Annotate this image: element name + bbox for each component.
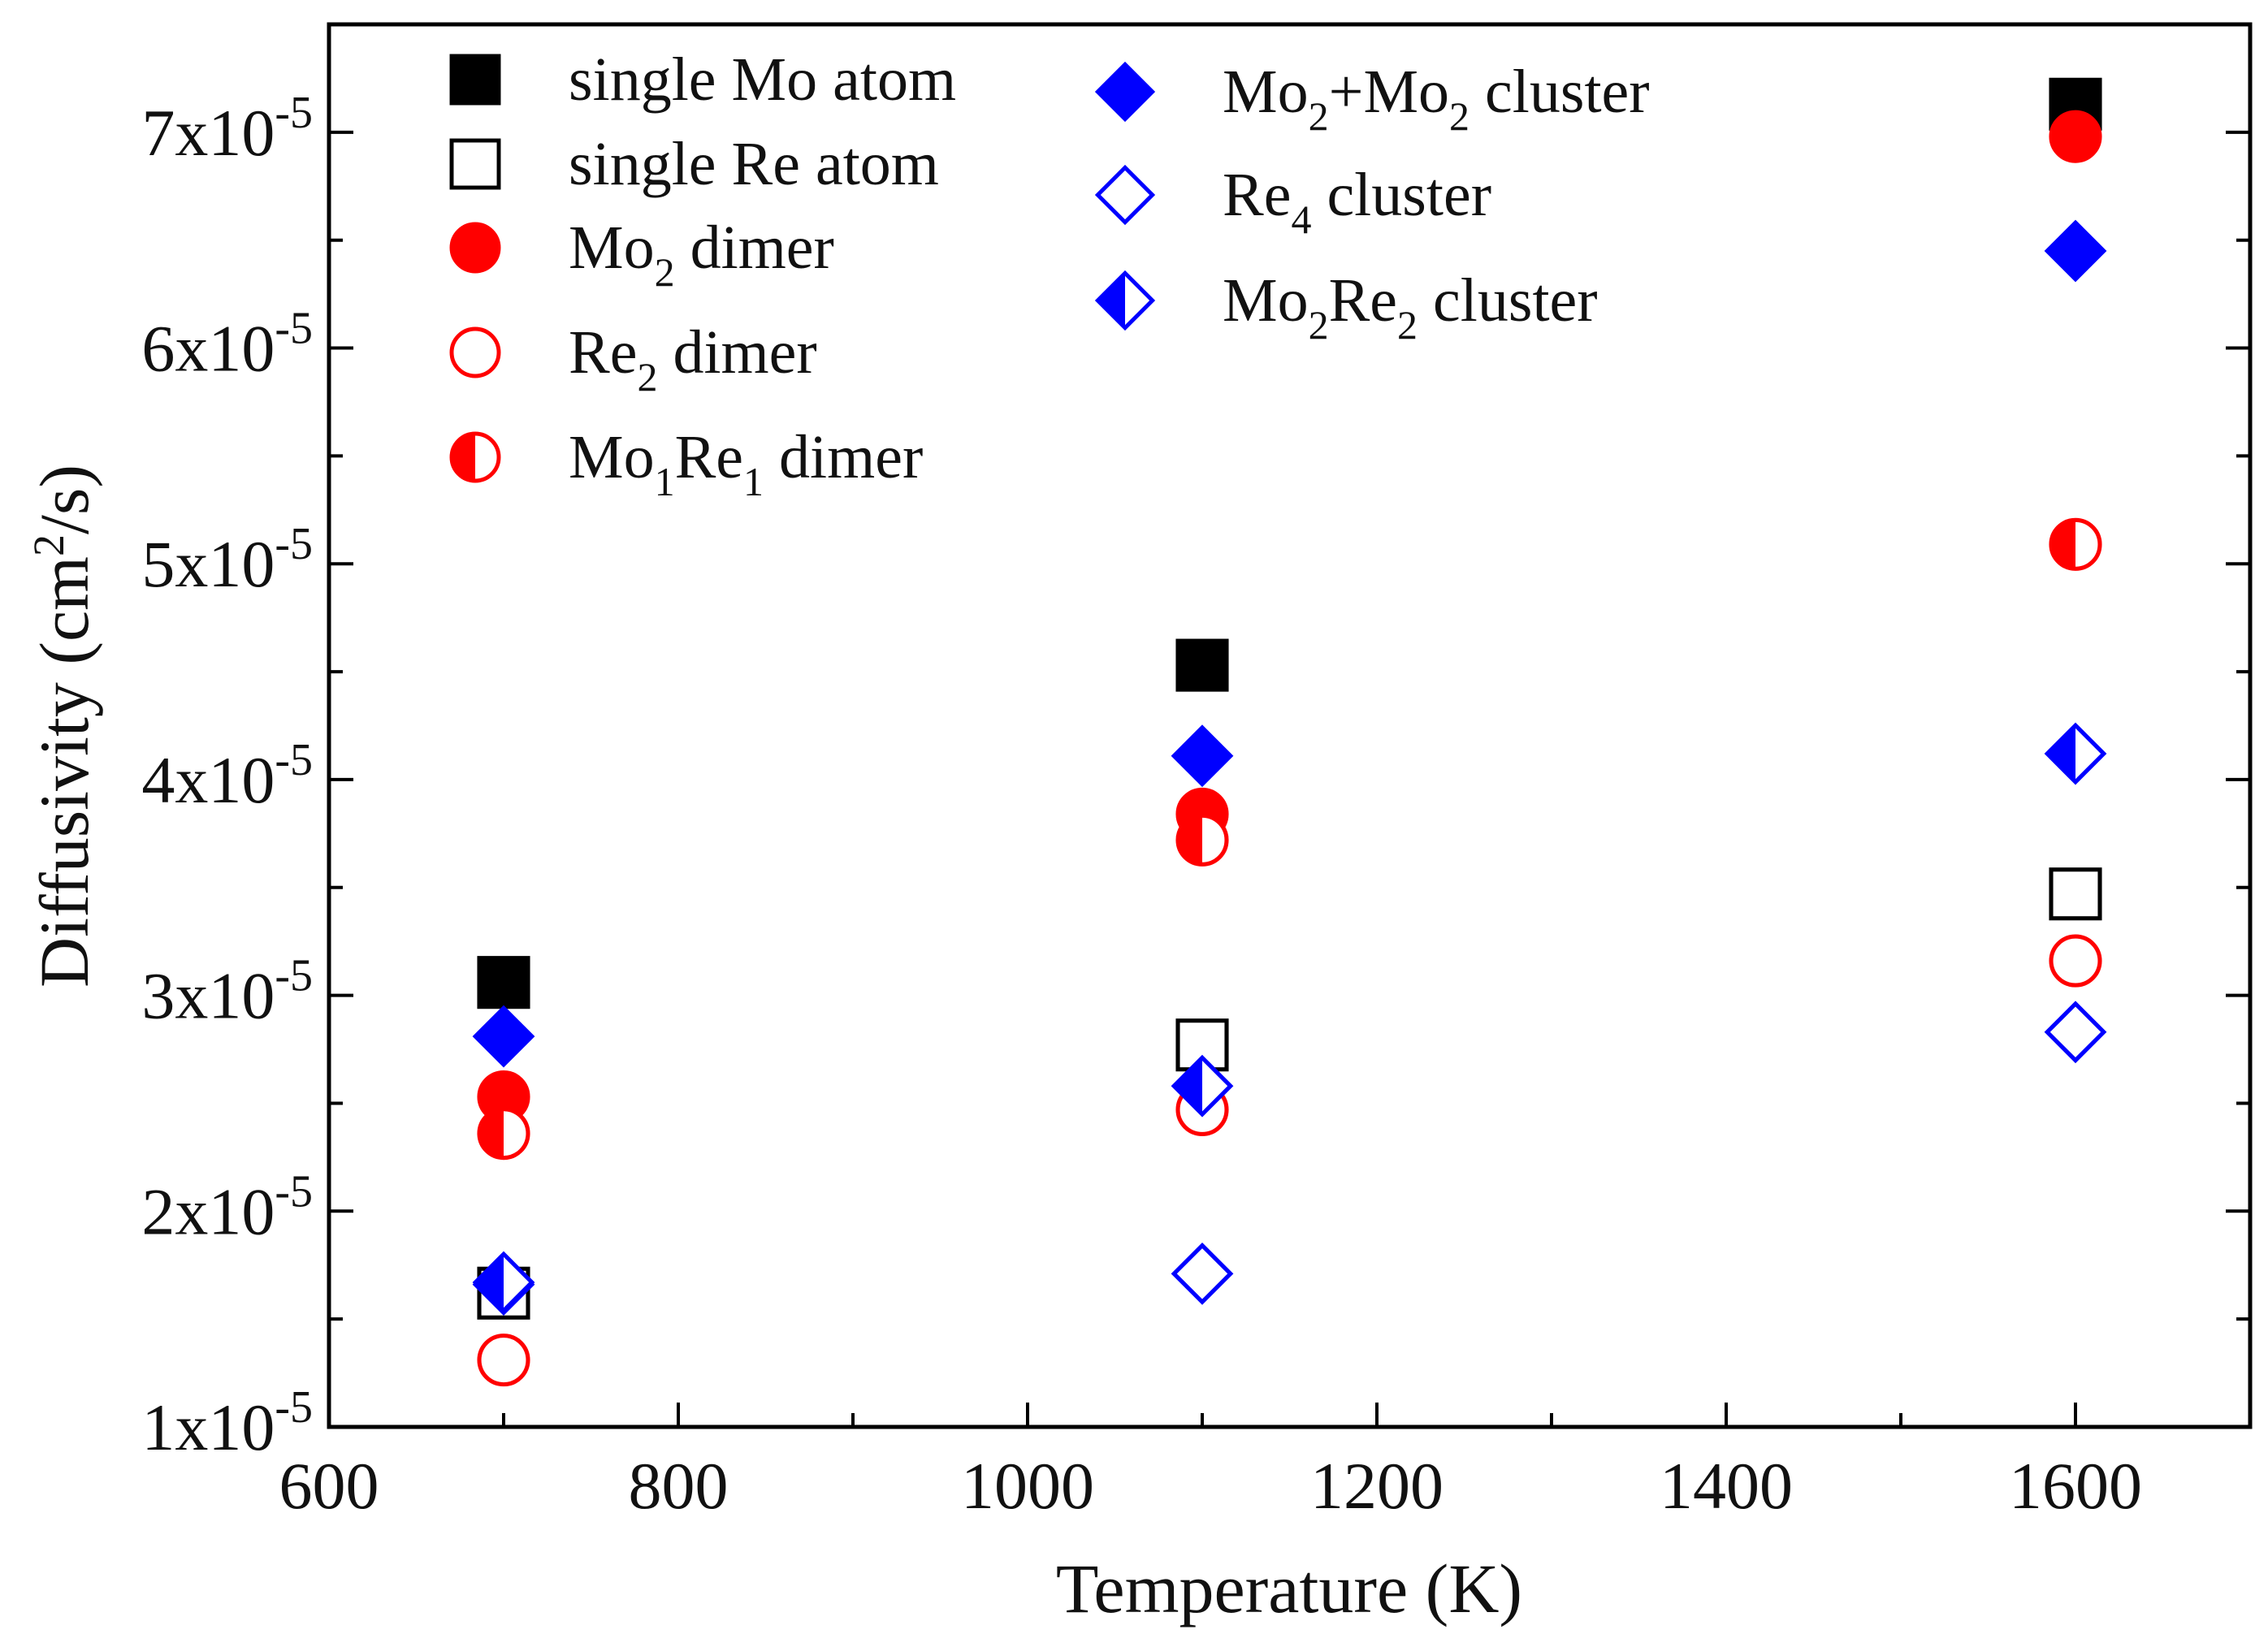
marker-diamond bbox=[1094, 61, 1156, 123]
marker-diamond bbox=[472, 1005, 535, 1068]
y-tick-label: 1x10-5 bbox=[141, 1382, 313, 1464]
marker-diamond bbox=[1171, 724, 1234, 788]
x-tick-label: 1400 bbox=[1660, 1449, 1793, 1523]
data-point bbox=[472, 1005, 535, 1068]
legend-label: Mo2 dimer bbox=[569, 214, 834, 295]
x-tick-label: 1600 bbox=[2009, 1449, 2142, 1523]
legend-label: Re2 dimer bbox=[569, 318, 817, 400]
data-point bbox=[1175, 813, 1229, 867]
legend-item: Mo1Re1 dimer bbox=[449, 423, 923, 504]
marker-half-fill bbox=[452, 434, 475, 481]
data-point bbox=[477, 1107, 530, 1161]
y-tick-label: 3x10-5 bbox=[141, 951, 313, 1033]
y-tick-label: 2x10-5 bbox=[141, 1166, 313, 1248]
legend-item: Re4 cluster bbox=[1094, 161, 1491, 242]
data-point bbox=[477, 956, 530, 1009]
legend-label: Mo2+Mo2 cluster bbox=[1223, 58, 1650, 139]
data-point bbox=[2044, 722, 2107, 785]
legend-item: single Re atom bbox=[449, 130, 939, 198]
x-tick-label: 800 bbox=[629, 1449, 729, 1523]
marker-half-fill bbox=[2051, 520, 2075, 569]
legend-label: single Re atom bbox=[569, 130, 939, 198]
data-point bbox=[1171, 724, 1234, 788]
x-tick-label: 600 bbox=[279, 1449, 379, 1523]
series-3 bbox=[477, 934, 2102, 1387]
data-point bbox=[2049, 517, 2102, 571]
legend-marker bbox=[449, 431, 501, 483]
marker-half-fill bbox=[475, 1254, 504, 1311]
y-tick-label: 6x10-5 bbox=[141, 304, 313, 386]
legend-marker bbox=[449, 222, 501, 274]
legend-label: Mo2Re2 cluster bbox=[1223, 266, 1598, 348]
marker-half-fill bbox=[1178, 815, 1202, 865]
marker-circle bbox=[449, 222, 501, 274]
legend-item: Re2 dimer bbox=[449, 318, 817, 400]
y-tick-label: 7x10-5 bbox=[141, 88, 313, 170]
legend-label: Mo1Re1 dimer bbox=[569, 423, 923, 504]
marker-square bbox=[449, 138, 501, 190]
data-point bbox=[1171, 1242, 1234, 1305]
marker-circle bbox=[2049, 110, 2102, 163]
legend-item: Mo2 dimer bbox=[449, 214, 834, 295]
marker-circle bbox=[477, 1334, 530, 1387]
series-7 bbox=[472, 722, 2107, 1314]
data-point bbox=[472, 1251, 535, 1314]
series-6 bbox=[472, 1001, 2107, 1316]
marker-diamond bbox=[1171, 1242, 1234, 1305]
x-tick-label: 1000 bbox=[961, 1449, 1094, 1523]
legend-item: single Mo atom bbox=[449, 45, 956, 114]
legend-label: Re4 cluster bbox=[1223, 161, 1491, 242]
data-points bbox=[472, 77, 2107, 1387]
legend-marker bbox=[1094, 270, 1156, 331]
data-point bbox=[2044, 1001, 2107, 1064]
legend-marker bbox=[449, 138, 501, 190]
marker-half-fill bbox=[1174, 1057, 1202, 1115]
legend-label: single Mo atom bbox=[569, 45, 956, 114]
marker-half-fill bbox=[1097, 273, 1125, 328]
legend-marker bbox=[449, 54, 501, 106]
legend-item: Mo2Re2 cluster bbox=[1094, 266, 1598, 348]
series-1 bbox=[477, 867, 2102, 1320]
legend-marker bbox=[449, 326, 501, 378]
series-2 bbox=[477, 110, 2102, 1124]
marker-diamond bbox=[2044, 219, 2107, 283]
y-tick-label: 5x10-5 bbox=[141, 519, 313, 601]
marker-diamond bbox=[1094, 164, 1156, 226]
marker-half-fill bbox=[479, 1109, 504, 1158]
marker-square bbox=[1175, 638, 1229, 692]
data-point bbox=[1171, 1054, 1234, 1117]
legend-item: Mo2+Mo2 cluster bbox=[1094, 58, 1650, 139]
data-point bbox=[2044, 219, 2107, 283]
x-tick-label: 1200 bbox=[1310, 1449, 1443, 1523]
marker-square bbox=[449, 54, 501, 106]
data-point bbox=[2049, 110, 2102, 163]
y-tick-label: 4x10-5 bbox=[141, 735, 313, 817]
y-axis-title: Diffusivity (cm2/s) bbox=[24, 465, 103, 988]
data-point bbox=[2049, 934, 2102, 988]
marker-circle bbox=[449, 326, 501, 378]
legend: single Mo atom single Re atom Mo2 dimer Re2… bbox=[449, 45, 1650, 504]
marker-diamond bbox=[2044, 1001, 2107, 1064]
plot-frame bbox=[327, 22, 2253, 1429]
data-point bbox=[2049, 867, 2102, 921]
marker-half-fill bbox=[2047, 725, 2075, 782]
data-point bbox=[477, 1334, 530, 1387]
tick-labels: 600 800 1000 1200 1400 1600 1x10-5 2x10-5 3x10-5… bbox=[141, 88, 2142, 1523]
legend-marker bbox=[1094, 61, 1156, 123]
data-point bbox=[1175, 638, 1229, 692]
marker-square bbox=[2049, 867, 2102, 921]
legend-marker bbox=[1094, 164, 1156, 226]
marker-circle bbox=[2049, 934, 2102, 988]
marker-square bbox=[477, 956, 530, 1009]
series-4 bbox=[477, 517, 2102, 1161]
series-5 bbox=[472, 219, 2107, 1068]
x-axis-title: Temperature (K) bbox=[1056, 1550, 1522, 1628]
